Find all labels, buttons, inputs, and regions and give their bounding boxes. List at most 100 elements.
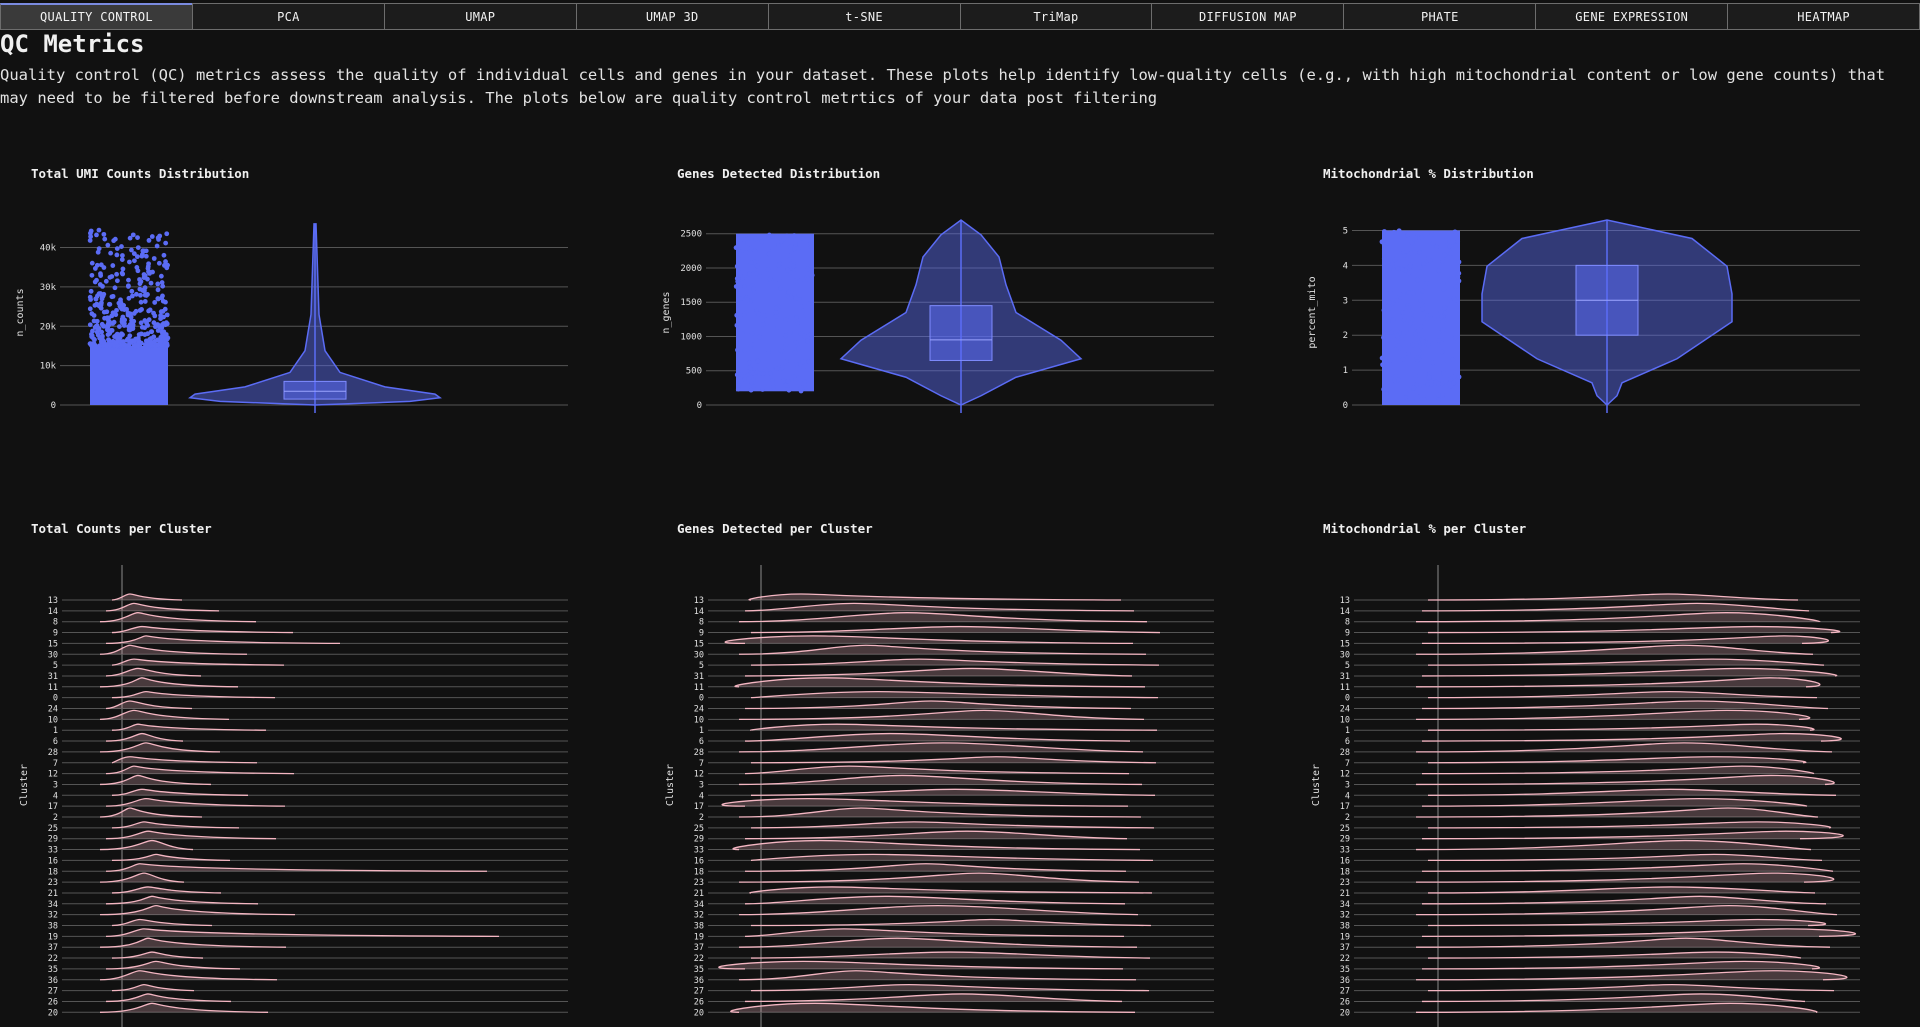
ridge-density [99,677,239,688]
cluster-tick-label: 8 [1345,618,1350,628]
cluster-tick-label: 12 [694,770,704,780]
cluster-tick-label: 31 [48,672,58,682]
chart-title-counts-cluster: Total Counts per Cluster [31,521,212,536]
data-point [736,254,741,260]
tab-trimap[interactable]: TriMap [959,3,1152,30]
data-point [735,347,740,353]
data-point [752,259,758,265]
ridge-density [99,937,287,948]
data-point [145,264,151,269]
data-point [92,266,98,271]
data-point [748,387,754,393]
data-point [1419,306,1425,312]
cluster-tick-label: 21 [48,889,58,899]
tab-umap[interactable]: UMAP [383,3,576,30]
page-title: QC Metrics [0,30,145,58]
ridge-density [744,993,1123,1003]
cluster-tick-label: 31 [1340,672,1350,682]
data-point [1403,329,1409,335]
data-point [127,333,133,339]
data-point [164,312,170,318]
cluster-tick-label: 30 [48,650,58,660]
ridge-density [99,807,203,818]
ridge-density [738,904,1139,916]
data-point [798,388,804,394]
data-point [1399,336,1405,342]
data-point [131,251,137,257]
data-point [786,387,792,393]
data-point [765,267,771,273]
cluster-tick-label: 28 [48,748,58,758]
data-point [1428,381,1434,387]
data-point [88,342,94,348]
data-point [789,313,795,319]
tab-pca[interactable]: PCA [191,3,384,30]
data-point [122,342,128,348]
cluster-tick-label: 13 [694,596,704,606]
ridge-density [105,895,259,905]
data-point [793,295,799,301]
tab-umap-3d[interactable]: UMAP 3D [575,3,768,30]
cluster-tick-label: 17 [48,802,58,812]
data-point [734,263,740,269]
data-point [1385,386,1391,392]
ridge-density [111,853,231,862]
ridge-density [1415,937,1831,948]
data-point [808,332,814,338]
data-point [1430,241,1436,246]
data-point [1415,277,1420,283]
data-point [1387,358,1393,364]
ridge-density [744,830,1128,840]
tab-tsne[interactable]: t-SNE [767,3,960,30]
data-point [160,322,165,327]
cluster-tick-label: 3 [53,780,58,790]
data-point [127,338,133,344]
cluster-tick-label: 20 [1340,1008,1350,1018]
ridge-density [744,765,1130,775]
tab-heatmap[interactable]: HEATMAP [1727,3,1920,30]
data-point [96,246,102,252]
data-point [740,276,745,281]
data-point [1438,309,1444,315]
ridge-density [105,765,295,775]
tab-gene-expression[interactable]: GENE EXPRESSION [1535,3,1728,30]
data-point [148,329,154,335]
cluster-tick-label: 38 [1340,922,1350,932]
ridge-density [750,625,1161,634]
data-point [771,384,776,390]
data-point [164,231,170,237]
ridge-density [750,983,1150,992]
points-strip [1379,228,1462,405]
chart-title-genes-cluster: Genes Detected per Cluster [677,521,873,536]
data-point [783,342,789,347]
ridge-density [1427,853,1823,862]
data-point [120,266,126,272]
data-point [125,283,131,289]
tab-diffusion-map[interactable]: DIFFUSION MAP [1151,3,1344,30]
tab-phate[interactable]: PHATE [1343,3,1536,30]
data-point [1432,315,1437,321]
data-point [809,272,815,278]
cluster-tick-label: 24 [694,705,704,715]
data-point [156,237,161,242]
cluster-tick-label: 29 [1340,835,1350,845]
tab-quality-control[interactable]: QUALITY CONTROL [0,3,192,30]
data-point [733,284,739,289]
page-description: Quality control (QC) metrics assess the … [0,66,1886,107]
data-point [798,331,804,336]
cluster-tick-label: 19 [1340,932,1350,942]
data-point [1430,360,1436,366]
data-point [752,366,758,372]
ridge-density [730,1002,1136,1013]
data-point [114,278,120,284]
data-point [762,234,768,240]
ridge-density [1427,625,1841,634]
data-point [1413,373,1419,379]
data-point [143,248,149,254]
data-point [760,385,765,391]
data-point [749,379,755,385]
data-point [755,358,761,364]
data-point [138,292,143,298]
data-point [1441,361,1447,367]
data-point [101,265,107,270]
